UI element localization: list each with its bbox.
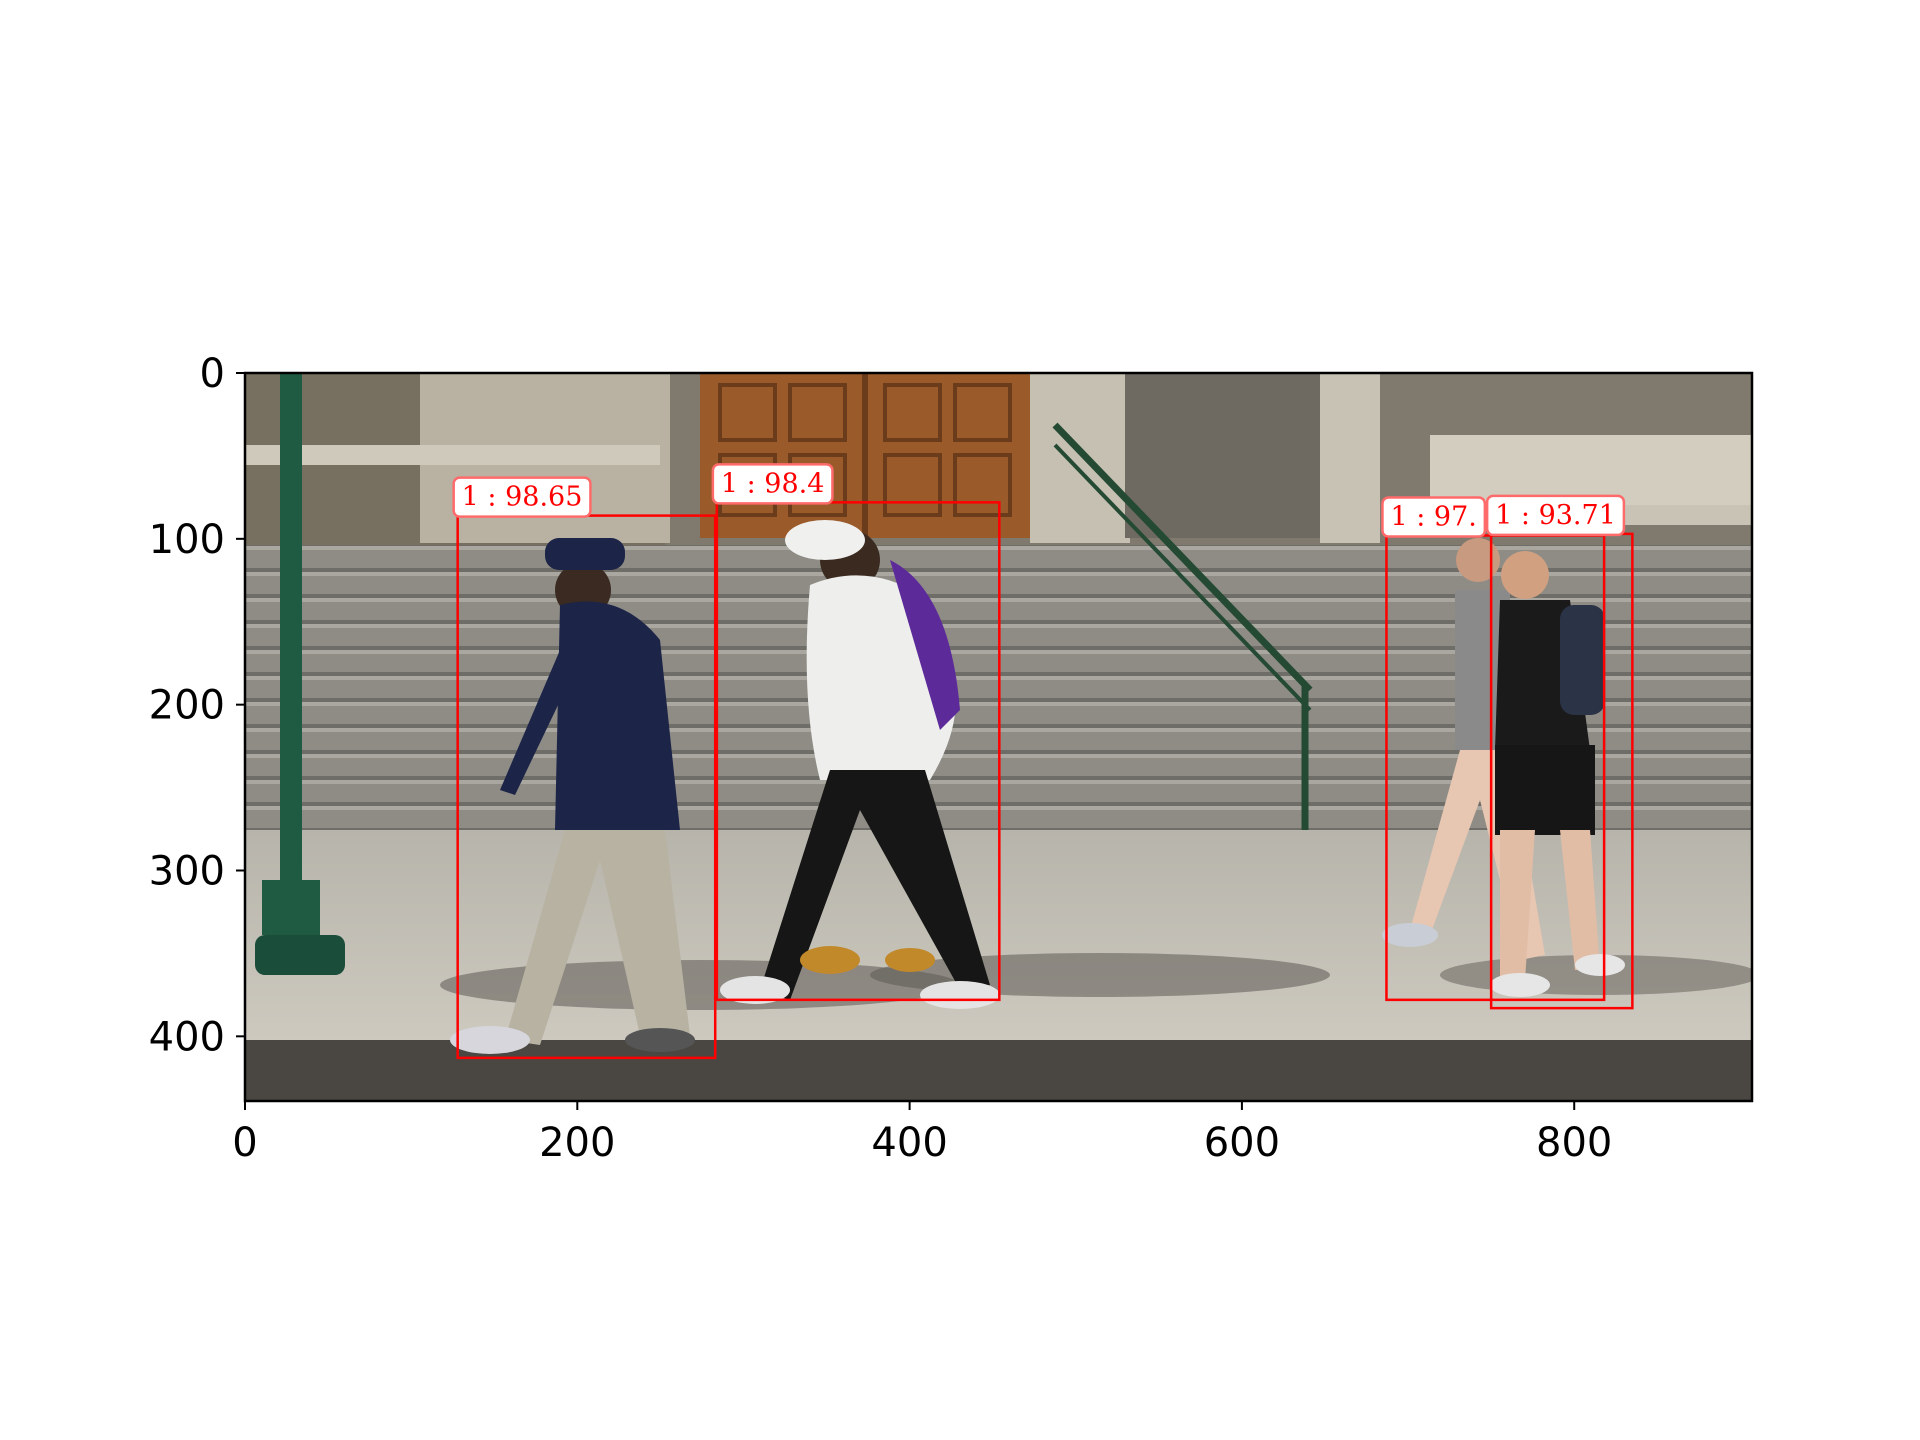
person-4 bbox=[1490, 551, 1625, 997]
detection-label-background bbox=[711, 463, 834, 505]
detection-label-background bbox=[1485, 494, 1626, 537]
street-photo bbox=[245, 373, 1752, 1101]
x-tick-label: 0 bbox=[232, 1120, 257, 1166]
y-tick-label: 200 bbox=[149, 683, 225, 729]
lamp-pole bbox=[280, 373, 302, 933]
x-tick-label: 400 bbox=[871, 1120, 947, 1166]
person-2 bbox=[720, 520, 1000, 1009]
x-tick-label: 200 bbox=[539, 1120, 615, 1166]
x-tick-label: 800 bbox=[1536, 1120, 1612, 1166]
x-tick-label: 600 bbox=[1204, 1120, 1280, 1166]
detection-box bbox=[715, 501, 1001, 1002]
axes-frame bbox=[243, 371, 1754, 1103]
x-axis: 0 200 400 600 800 bbox=[232, 1101, 1612, 1166]
detection-label: 1 : 98.65 bbox=[462, 482, 583, 513]
y-tick-label: 100 bbox=[149, 517, 225, 563]
detection-label: 1 : 93.71 bbox=[1495, 500, 1616, 531]
detection-label: 1 : 97. bbox=[1390, 502, 1476, 533]
y-axis: 0 100 200 300 400 bbox=[149, 351, 245, 1060]
y-tick-label: 300 bbox=[149, 848, 225, 894]
detection-label-background bbox=[452, 476, 592, 518]
detection-label: 1 : 98.4 bbox=[721, 468, 825, 499]
y-tick-label: 400 bbox=[149, 1014, 225, 1060]
detection-label-background bbox=[1381, 496, 1487, 538]
person-1 bbox=[450, 538, 695, 1054]
detection-layer: 1 : 98.65 1 : 98.4 1 : 97. 1 : 93.71 bbox=[452, 463, 1634, 1060]
y-tick-label: 0 bbox=[200, 351, 225, 397]
